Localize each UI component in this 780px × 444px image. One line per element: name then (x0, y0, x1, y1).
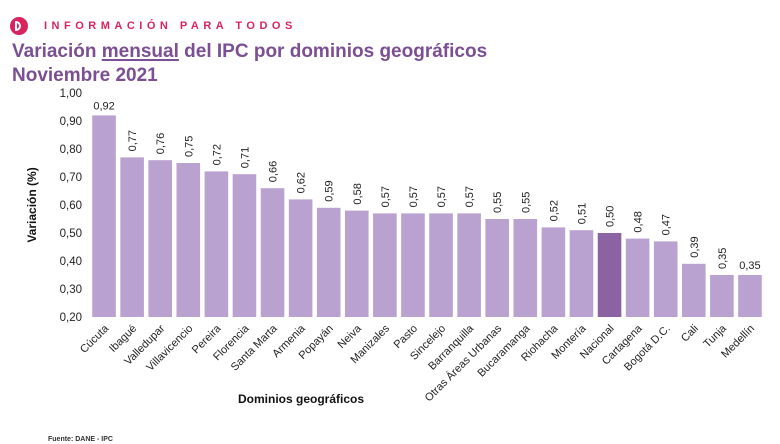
data-label: 0,52 (548, 200, 560, 221)
x-axis-title: Dominios geográficos (238, 392, 364, 406)
bar-16 (541, 227, 566, 317)
bar-2 (148, 160, 173, 317)
data-label: 0,72 (211, 144, 223, 165)
y-tick-label: 0,90 (60, 116, 82, 128)
data-label: 0,48 (633, 211, 645, 232)
data-label: 0,51 (576, 203, 588, 224)
data-label: 0,58 (352, 183, 364, 204)
bar-10 (373, 213, 397, 317)
bar-7 (288, 199, 313, 317)
x-tick-label: Cali (679, 323, 701, 345)
bar-17 (569, 230, 594, 317)
brand-header: INFORMACIÓN PARA TODOS (10, 16, 297, 36)
title-part-2: del IPC por dominios geográficos (178, 41, 488, 62)
bar-20 (653, 241, 678, 317)
y-tick-label: 1,00 (60, 88, 82, 100)
data-label: 0,57 (408, 186, 420, 207)
bar-9 (344, 210, 369, 317)
y-tick-label: 0,30 (60, 284, 82, 296)
bar-11 (401, 213, 425, 317)
data-label: 0,92 (93, 100, 114, 112)
data-label: 0,50 (605, 206, 617, 227)
bar-13 (457, 213, 481, 317)
data-label: 0,35 (717, 248, 729, 269)
data-label: 0,76 (155, 133, 167, 154)
data-label: 0,57 (464, 186, 476, 207)
data-label: 0,75 (183, 136, 195, 157)
y-tick-label: 0,40 (60, 256, 82, 268)
brand-tagline: INFORMACIÓN PARA TODOS (44, 20, 297, 32)
y-tick-label: 0,70 (60, 172, 82, 184)
data-label: 0,55 (492, 192, 504, 213)
bar-21 (681, 263, 706, 317)
data-label: 0,71 (239, 147, 251, 168)
data-label: 0,35 (739, 260, 760, 272)
y-tick-label: 0,20 (60, 312, 82, 324)
y-axis-title: Variación (%) (25, 167, 39, 242)
data-label: 0,62 (296, 172, 308, 193)
bar-4 (204, 171, 229, 317)
bar-0 (92, 115, 116, 318)
bar-3 (176, 163, 201, 317)
source-note: Fuente: DANE - IPC (48, 436, 113, 443)
bar-18 (597, 233, 622, 317)
bar-23 (738, 275, 762, 317)
chart-title: Variación mensual del IPC por dominios g… (12, 40, 487, 63)
bar-19 (625, 238, 650, 317)
title-part-1: Variación (12, 41, 102, 62)
data-label: 0,59 (324, 180, 336, 201)
x-tick-label: Cúcuta (78, 322, 112, 356)
bar-6 (260, 188, 285, 317)
data-label: 0,57 (436, 186, 448, 207)
bar-1 (120, 157, 144, 317)
data-label: 0,55 (520, 192, 532, 213)
y-tick-label: 0,80 (60, 144, 82, 156)
y-tick-label: 0,60 (60, 200, 82, 212)
bar-15 (513, 219, 538, 317)
data-label: 0,77 (127, 130, 139, 151)
data-label: 0,39 (689, 236, 701, 257)
data-label: 0,57 (380, 186, 392, 207)
bar-14 (485, 219, 510, 317)
data-label: 0,66 (268, 161, 280, 182)
bar-22 (710, 275, 734, 317)
bar-5 (232, 174, 257, 317)
dane-logo-icon (10, 17, 28, 35)
y-tick-label: 0,50 (60, 228, 82, 240)
data-label: 0,47 (661, 214, 673, 235)
bar-12 (429, 213, 453, 317)
bar-8 (316, 207, 341, 317)
chart-subtitle: Noviembre 2021 (12, 65, 158, 86)
title-underlined-word: mensual (101, 41, 179, 62)
